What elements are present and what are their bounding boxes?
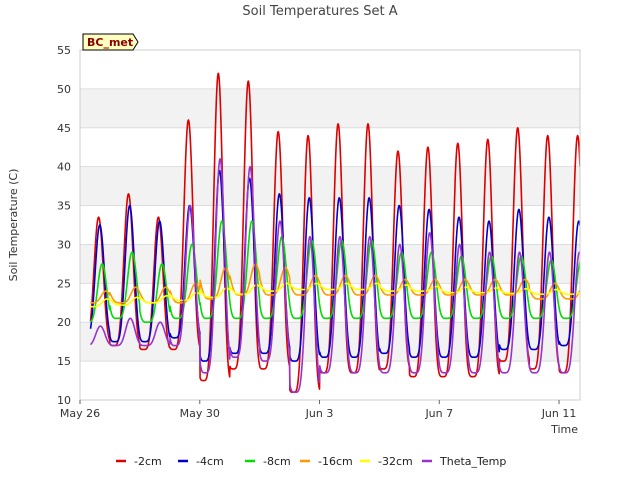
- y-tick-label: 50: [57, 83, 71, 96]
- plot-band: [80, 127, 580, 167]
- y-tick-label: 35: [57, 200, 71, 213]
- legend-item: -32cm: [360, 455, 413, 468]
- y-tick-label: 45: [57, 122, 71, 135]
- y-tick-label: 15: [57, 355, 71, 368]
- x-tick-label: Jun 7: [424, 407, 453, 420]
- y-tick-label: 40: [57, 161, 71, 174]
- x-tick-label: Jun 11: [541, 407, 577, 420]
- legend-label: Theta_Temp: [439, 455, 506, 468]
- y-tick-label: 20: [57, 316, 71, 329]
- legend-item: -2cm: [116, 455, 162, 468]
- plot-frame: [79, 49, 581, 401]
- plot-band: [80, 205, 580, 245]
- y-axis-label: Soil Temperature (C): [7, 169, 20, 282]
- legend-label: -2cm: [134, 455, 162, 468]
- station-badge: BC_met: [82, 33, 139, 51]
- legend: -2cm -4cm -8cm -16cm -32cm Theta_Temp: [116, 455, 506, 468]
- legend-label: -8cm: [263, 455, 291, 468]
- series-lines: [89, 72, 580, 394]
- x-tick-label: May 30: [180, 407, 220, 420]
- y-tick-label: 25: [57, 277, 71, 290]
- station-badge-box: [82, 33, 139, 51]
- plot-band: [80, 50, 580, 89]
- series-line--4cm: [89, 169, 580, 362]
- plot-band: [80, 166, 580, 206]
- legend-item: -8cm: [245, 455, 291, 468]
- legend-label: -4cm: [196, 455, 224, 468]
- legend-item: -16cm: [300, 455, 353, 468]
- series-line--2cm: [89, 72, 580, 394]
- legend-item: -4cm: [178, 455, 224, 468]
- x-tick-label: Jun 3: [305, 407, 334, 420]
- chart-title: Soil Temperatures Set A: [242, 4, 397, 19]
- legend-label: -32cm: [378, 455, 413, 468]
- y-tick-label: 55: [57, 44, 71, 57]
- station-badge-label: BC_met: [87, 36, 133, 49]
- legend-label: -16cm: [318, 455, 353, 468]
- legend-item: Theta_Temp: [422, 455, 506, 468]
- plot-band: [80, 88, 580, 128]
- series-line-theta-temp: [89, 158, 580, 394]
- y-tick-label: 30: [57, 238, 71, 251]
- y-tick-label: 10: [57, 394, 71, 407]
- y-axis-ticks: 10 15 20 25 30 35 40 45 50 55: [57, 44, 71, 407]
- x-axis-ticks: May 26 May 30 Jun 3 Jun 7 Jun 11: [60, 400, 577, 420]
- x-axis-label: Time: [550, 423, 578, 436]
- x-tick-label: May 26: [60, 407, 100, 420]
